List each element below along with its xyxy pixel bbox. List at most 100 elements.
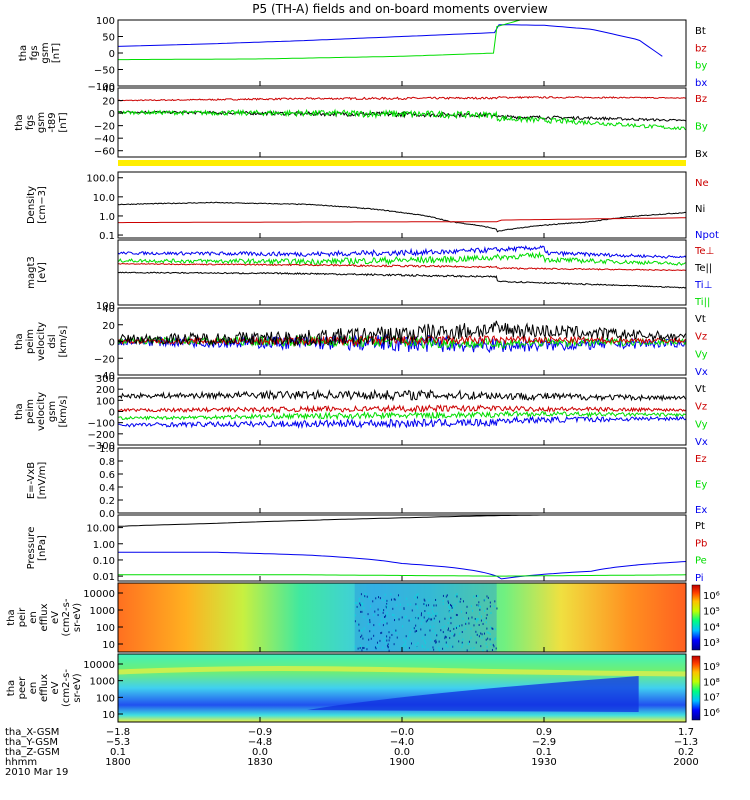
heatmap-speckle — [369, 619, 371, 622]
heatmap-speckle — [399, 608, 401, 611]
heatmap-speckle — [480, 645, 482, 648]
y-tick-label: −50 — [94, 66, 115, 77]
heatmap-speckle — [440, 629, 442, 632]
heatmap-speckle — [396, 636, 398, 639]
heatmap-speckle — [491, 627, 493, 630]
heatmap-speckle — [398, 618, 400, 621]
colorbar — [691, 584, 701, 651]
heatmap-speckle — [478, 605, 480, 608]
legend-entry: bx — [695, 78, 707, 89]
legend-entry: Vx — [695, 437, 708, 448]
heatmap-speckle — [411, 609, 413, 612]
heatmap-speckle — [462, 600, 464, 603]
chart-title: P5 (TH-A) fields and on-board moments ov… — [252, 2, 548, 16]
heatmap-speckle — [430, 614, 432, 617]
y-tick-label: −300 — [88, 441, 115, 452]
heatmap-speckle — [456, 614, 458, 617]
heatmap-speckle — [405, 645, 407, 648]
heatmap-speckle — [358, 629, 360, 632]
ephemeris-value: −2.9 — [532, 737, 556, 748]
y-tick-label: 10000 — [83, 589, 115, 600]
heatmap-speckle — [461, 645, 463, 648]
date-label: 2010 Mar 19 — [5, 767, 68, 778]
y-axis-label: (cm2-s- — [61, 598, 72, 636]
heatmap-speckle — [490, 626, 492, 629]
ephemeris-value: 0.9 — [536, 727, 552, 738]
heatmap-speckle — [403, 644, 405, 647]
heatmap-speckle — [493, 605, 495, 608]
y-tick-label: 0 — [109, 49, 115, 60]
heatmap-speckle — [444, 617, 446, 620]
heatmap-speckle — [475, 630, 477, 633]
heatmap-speckle — [473, 595, 475, 598]
heatmap-speckle — [417, 642, 419, 645]
heatmap-speckle — [387, 646, 389, 649]
heatmap-speckle — [368, 638, 370, 641]
legend-entry: By — [695, 122, 708, 133]
y-axis-label: gsm — [36, 112, 47, 133]
heatmap-speckle — [383, 639, 385, 642]
heatmap-speckle — [379, 639, 381, 642]
heatmap-speckle — [406, 597, 408, 600]
colorbar-label: 10⁴ — [703, 622, 720, 633]
heatmap-speckle — [393, 614, 395, 617]
heatmap-speckle — [451, 645, 453, 648]
heatmap-speckle — [477, 595, 479, 598]
panel-p5: 40 20 0 −20 −40 Vt Vz Vy Vx tha peim velocity dsl [km… — [14, 304, 708, 382]
heatmap-speckle — [424, 610, 426, 613]
heatmap-speckle — [405, 635, 407, 638]
heatmap-speckle — [466, 605, 468, 608]
y-axis-label: peir — [17, 607, 28, 627]
heatmap-speckle — [449, 636, 451, 639]
y-tick-label: 100 — [96, 623, 115, 634]
y-tick-label: −100 — [88, 419, 115, 430]
heatmap-speckle — [403, 607, 405, 610]
heatmap-speckle — [432, 630, 434, 633]
heatmap-speckle — [373, 627, 375, 630]
legend-entry: Vt — [695, 384, 706, 395]
ephemeris-value: −0.9 — [248, 727, 272, 738]
heatmap-speckle — [477, 617, 479, 620]
heatmap-speckle — [442, 647, 444, 650]
heatmap-speckle — [393, 598, 395, 601]
heatmap-speckle — [429, 629, 431, 632]
heatmap-speckle — [360, 635, 362, 638]
ephemeris-row-label: tha_Z-GSM — [5, 747, 60, 758]
heatmap-speckle — [446, 594, 448, 597]
heatmap-speckle — [481, 633, 483, 636]
legend-entry: bz — [695, 43, 707, 54]
heatmap-speckle — [447, 621, 449, 624]
legend-entry: Ni — [695, 204, 705, 215]
heatmap-speckle — [417, 593, 419, 596]
heatmap-speckle — [475, 641, 477, 644]
heatmap-speckle — [492, 627, 494, 630]
heatmap-speckle — [424, 641, 426, 644]
y-tick-label: 1.0 — [99, 212, 115, 223]
heatmap-speckle — [379, 597, 381, 600]
heatmap-speckle — [476, 633, 478, 636]
ephemeris-value: 1830 — [247, 757, 272, 768]
ephemeris-value: 0.1 — [536, 747, 552, 758]
ephemeris-value: −0.0 — [390, 727, 414, 738]
y-tick-label: −100 — [88, 82, 115, 93]
heatmap-speckle — [450, 616, 452, 619]
heatmap-speckle — [381, 631, 383, 634]
y-axis-label: [eV] — [37, 262, 48, 283]
y-axis-label: tha — [6, 609, 17, 625]
legend-entry: Pt — [695, 521, 705, 532]
heatmap-speckle — [441, 626, 443, 629]
y-axis-label: tha — [14, 333, 25, 349]
heatmap-speckle — [447, 600, 449, 603]
heatmap-speckle — [447, 629, 449, 632]
heatmap-speckle — [384, 593, 386, 596]
heatmap-speckle — [362, 646, 364, 649]
heatmap-speckle — [438, 647, 440, 650]
heatmap-speckle — [424, 603, 426, 606]
y-axis-label: gsm — [47, 401, 58, 422]
heatmap-speckle — [388, 631, 390, 634]
y-axis-label: sr-eV) — [72, 603, 83, 632]
y-tick-label: 1.0 — [99, 444, 115, 455]
heatmap-speckle — [438, 649, 440, 652]
heatmap-speckle — [380, 617, 382, 620]
heatmap-speckle — [444, 635, 446, 638]
